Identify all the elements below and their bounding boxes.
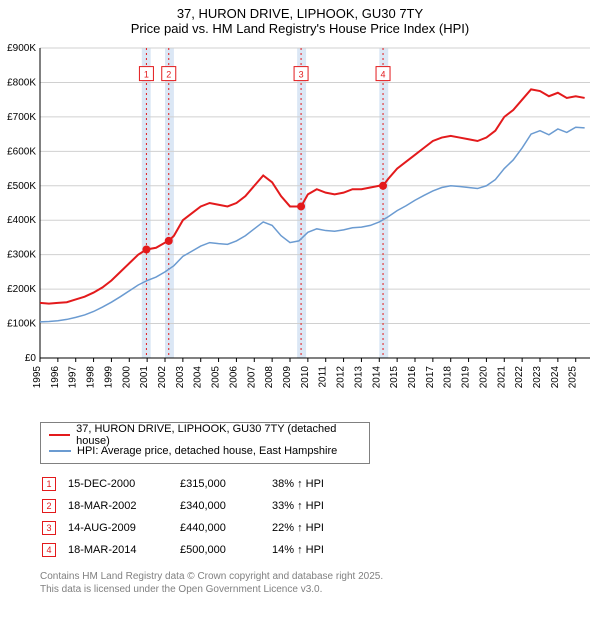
svg-text:2000: 2000 [121,366,132,389]
svg-text:2021: 2021 [496,366,507,389]
svg-text:£200K: £200K [7,284,36,295]
svg-text:2020: 2020 [478,366,489,389]
svg-text:1997: 1997 [68,366,79,389]
chart-svg: £0 £100K £200K £300K £400K £500K £600K £700K £80… [0,38,600,416]
svg-text:£600K: £600K [7,146,36,157]
svg-text:2008: 2008 [264,366,275,389]
table-row: 2 18-MAR-2002£340,00033% ↑ HPI [42,496,334,516]
svg-text:2014: 2014 [371,366,382,389]
table-row: 1 15-DEC-2000£315,00038% ↑ HPI [42,474,334,494]
svg-text:£300K: £300K [7,250,36,261]
svg-text:£500K: £500K [7,181,36,192]
sale-price: £315,000 [180,474,270,494]
sale-marker-box: 1 [42,477,56,491]
svg-text:2002: 2002 [157,366,168,389]
sale-date: 14-AUG-2009 [68,518,178,538]
svg-text:2017: 2017 [425,366,436,389]
svg-text:2009: 2009 [282,366,293,389]
svg-text:£100K: £100K [7,319,36,330]
line-chart: £0 £100K £200K £300K £400K £500K £600K £700K £80… [0,38,600,416]
svg-text:1999: 1999 [103,366,114,389]
legend-label: 37, HURON DRIVE, LIPHOOK, GU30 7TY (deta… [76,423,361,447]
sale-marker-box: 2 [42,499,56,513]
svg-text:1996: 1996 [50,366,61,389]
svg-text:2: 2 [166,70,171,80]
svg-text:£900K: £900K [7,43,36,54]
svg-text:2006: 2006 [228,366,239,389]
sale-delta: 22% ↑ HPI [272,518,334,538]
legend-label: HPI: Average price, detached house, East… [77,445,337,457]
svg-text:1995: 1995 [32,366,43,389]
chart-title: 37, HURON DRIVE, LIPHOOK, GU30 7TY Price… [0,0,600,38]
sale-marker-box: 4 [42,543,56,557]
sale-date: 15-DEC-2000 [68,474,178,494]
table-row: 3 14-AUG-2009£440,00022% ↑ HPI [42,518,334,538]
svg-text:2003: 2003 [175,366,186,389]
sale-delta: 33% ↑ HPI [272,496,334,516]
chart-container: { "title": { "line1": "37, HURON DRIVE, … [0,0,600,596]
legend-swatch [49,450,71,452]
svg-text:3: 3 [299,70,304,80]
svg-text:2025: 2025 [568,366,579,389]
svg-text:2004: 2004 [193,366,204,389]
legend: 37, HURON DRIVE, LIPHOOK, GU30 7TY (deta… [40,422,370,464]
svg-text:4: 4 [381,70,386,80]
svg-text:2024: 2024 [550,366,561,389]
svg-text:£400K: £400K [7,215,36,226]
title-line2: Price paid vs. HM Land Registry's House … [0,21,600,36]
footer-line2: This data is licensed under the Open Gov… [40,583,600,596]
legend-swatch [49,434,70,436]
sale-price: £500,000 [180,540,270,560]
svg-text:2013: 2013 [353,366,364,389]
svg-text:2001: 2001 [139,366,150,389]
legend-item: HPI: Average price, detached house, East… [49,443,361,459]
svg-text:£700K: £700K [7,112,36,123]
title-line1: 37, HURON DRIVE, LIPHOOK, GU30 7TY [0,6,600,21]
svg-text:£800K: £800K [7,77,36,88]
table-row: 4 18-MAR-2014£500,00014% ↑ HPI [42,540,334,560]
footer-attribution: Contains HM Land Registry data © Crown c… [40,570,600,596]
svg-text:2023: 2023 [532,366,543,389]
svg-text:£0: £0 [25,353,37,364]
svg-text:2005: 2005 [211,366,222,389]
legend-item: 37, HURON DRIVE, LIPHOOK, GU30 7TY (deta… [49,427,361,443]
sale-price: £340,000 [180,496,270,516]
sale-date: 18-MAR-2014 [68,540,178,560]
footer-line1: Contains HM Land Registry data © Crown c… [40,570,600,583]
svg-text:2022: 2022 [514,366,525,389]
sale-delta: 38% ↑ HPI [272,474,334,494]
svg-text:2012: 2012 [336,366,347,389]
svg-text:2015: 2015 [389,366,400,389]
sale-marker-box: 3 [42,521,56,535]
svg-text:2010: 2010 [300,366,311,389]
svg-text:1998: 1998 [86,366,97,389]
svg-text:2016: 2016 [407,366,418,389]
svg-text:2007: 2007 [246,366,257,389]
sale-date: 18-MAR-2002 [68,496,178,516]
svg-text:2019: 2019 [461,366,472,389]
svg-text:2018: 2018 [443,366,454,389]
sales-table: 1 15-DEC-2000£315,00038% ↑ HPI 2 18-MAR-200… [40,472,336,562]
svg-text:2011: 2011 [318,366,329,388]
sale-delta: 14% ↑ HPI [272,540,334,560]
svg-text:1: 1 [144,70,149,80]
sale-price: £440,000 [180,518,270,538]
